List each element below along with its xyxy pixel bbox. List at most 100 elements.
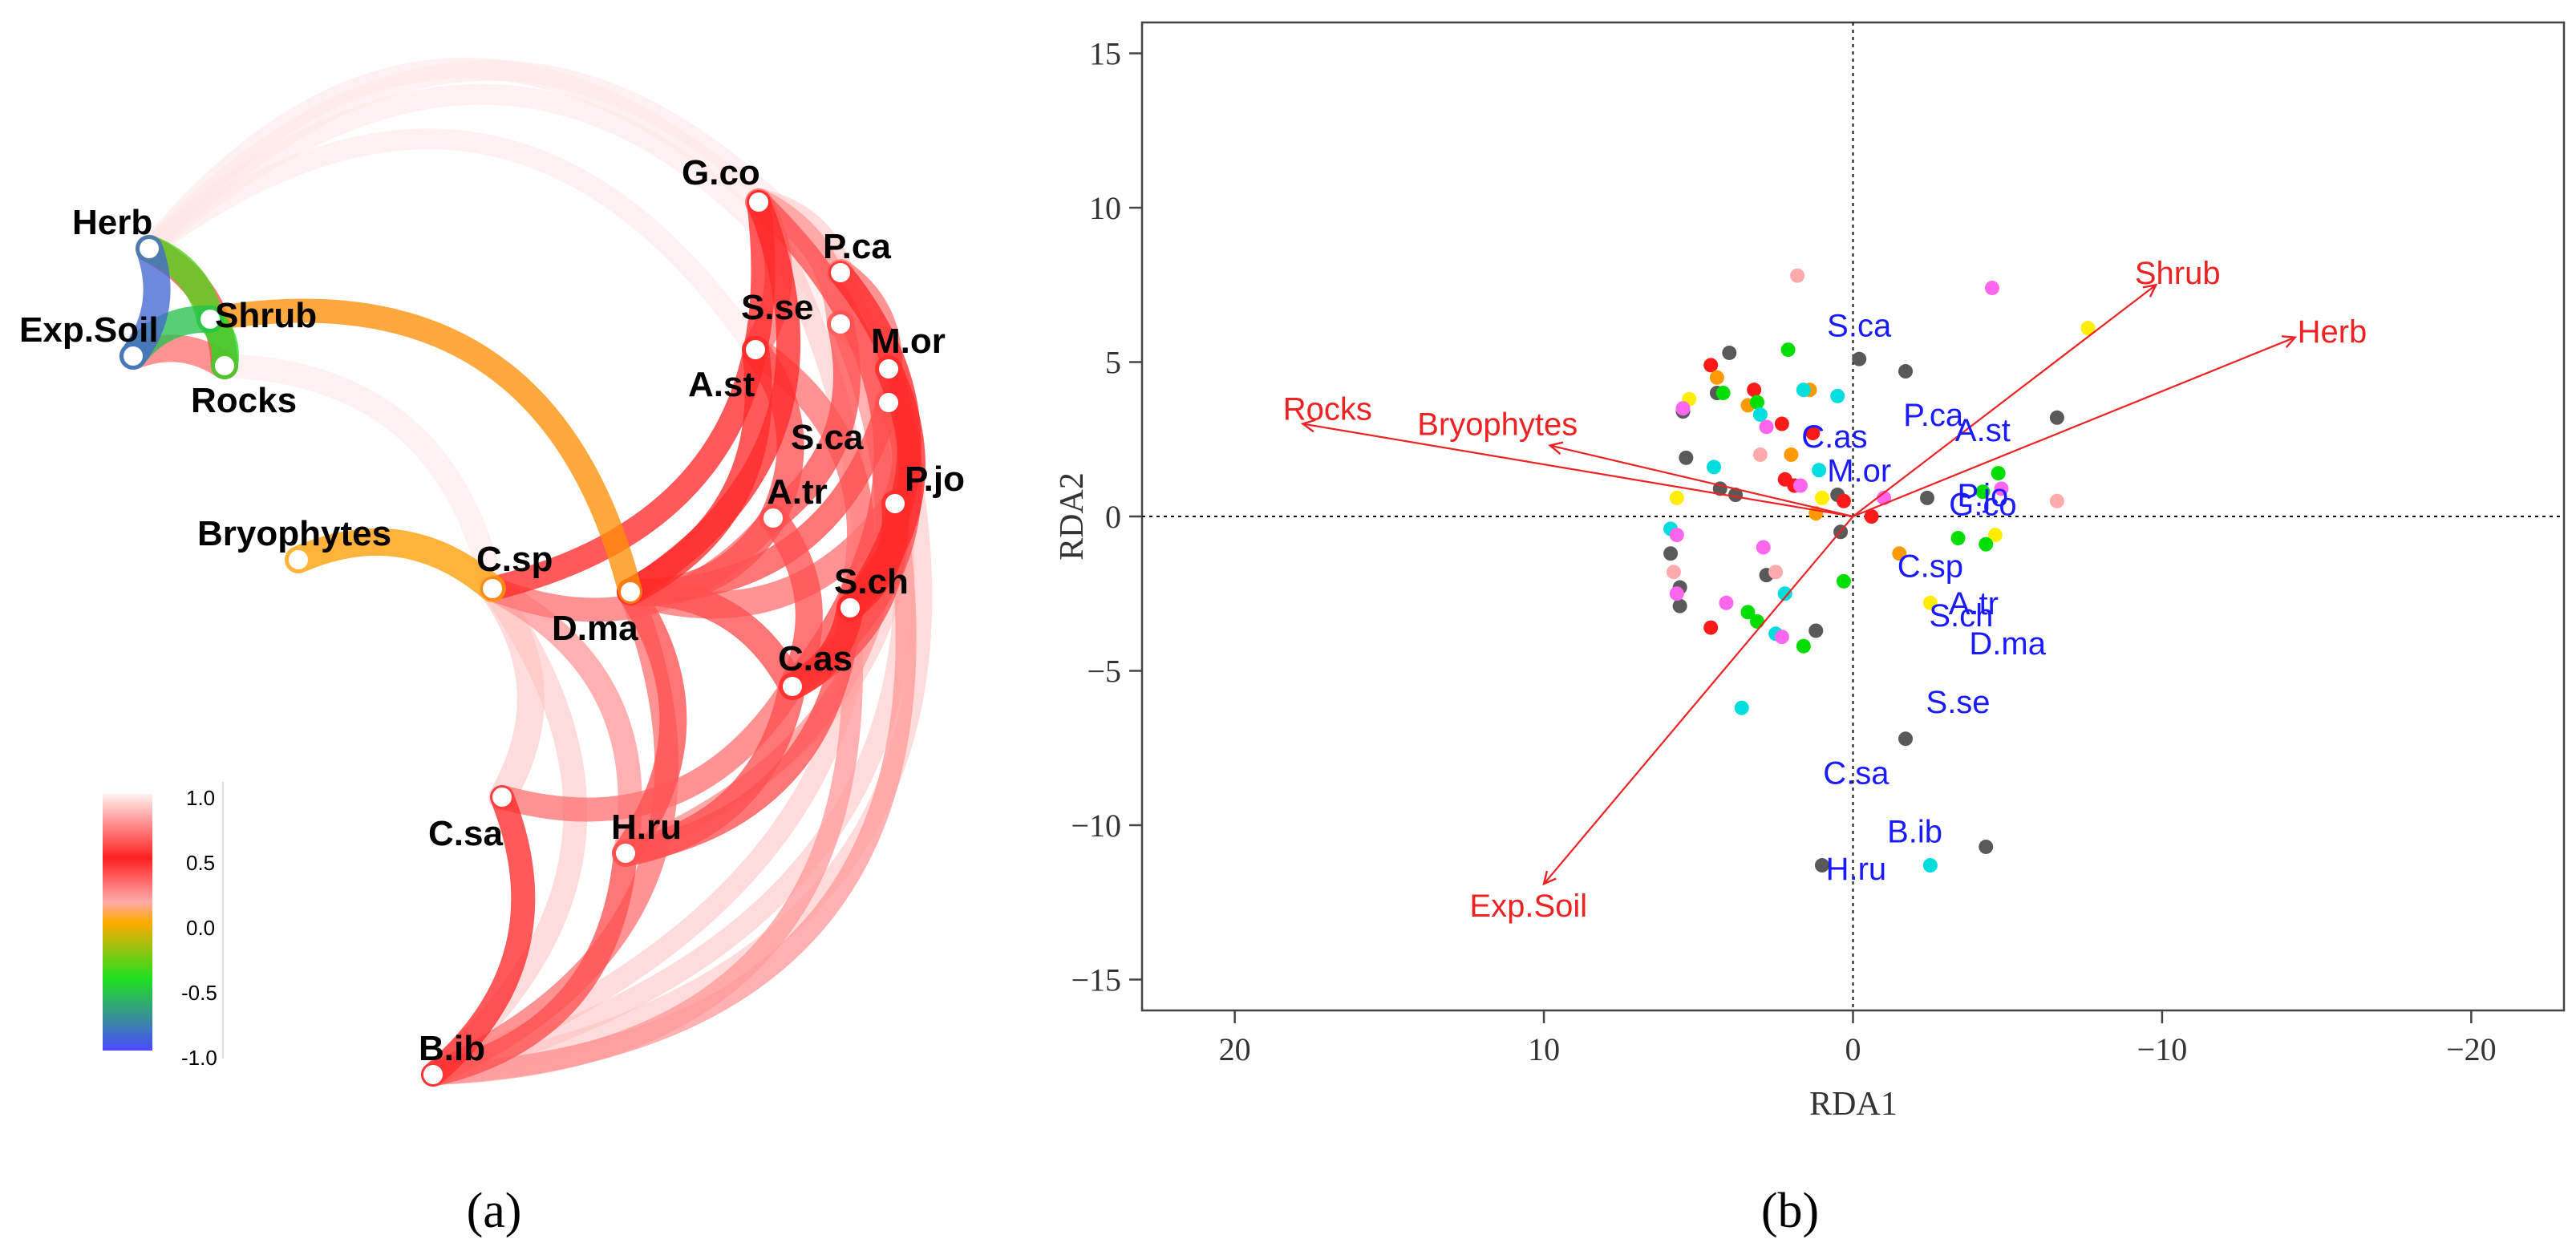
- site-point: [1774, 416, 1789, 431]
- node-label-c-as: C.as: [778, 639, 853, 678]
- site-point: [1805, 426, 1821, 441]
- arrow-label-rocks: Rocks: [1283, 391, 1372, 427]
- colorbar-tick-1: 1.0: [186, 786, 215, 810]
- species-label-m-or: M.or: [1827, 453, 1891, 488]
- node-p-jo: [885, 494, 905, 513]
- site-point: [2049, 410, 2064, 425]
- node-bryophytes: [289, 550, 308, 569]
- site-point: [1750, 395, 1765, 410]
- site-point: [1852, 351, 1867, 366]
- node-label-s-ch: S.ch: [834, 562, 909, 601]
- node-label-p-jo: P.jo: [905, 460, 965, 499]
- colorbar-tick-0: 0.0: [186, 916, 215, 940]
- site-point: [1975, 484, 1991, 500]
- arrow-label-herb: Herb: [2298, 314, 2367, 350]
- site-point: [1979, 536, 1994, 552]
- site-point: [1669, 586, 1684, 601]
- species-label-s-ca: S.ca: [1827, 308, 1892, 343]
- node-label-s-se: S.se: [741, 288, 814, 327]
- site-point: [1892, 546, 1907, 561]
- site-point: [1790, 268, 1805, 283]
- site-point: [1991, 466, 2006, 481]
- site-point: [1864, 509, 1879, 524]
- node-label-a-st: A.st: [688, 365, 755, 404]
- edge-d-ma-c-as: [617, 577, 806, 700]
- site-point: [1812, 463, 1827, 478]
- species-label-b-ib: B.ib: [1887, 815, 1942, 850]
- arrow-label-shrub: Shrub: [2135, 256, 2221, 291]
- x-tick-label: −20: [2446, 1031, 2497, 1067]
- site-point: [1675, 401, 1691, 416]
- x-tick-label: 0: [1845, 1031, 1861, 1067]
- species-labels: S.ca P.caA.st C.asM.or P.joG.co C.spA.trS.ch…: [1801, 308, 2046, 887]
- panel-a-caption: (a): [467, 1184, 522, 1238]
- species-label-h-ru: H.ru: [1826, 852, 1887, 887]
- panel-b-rda-biplot: 20 10 0 −10 −20 15 10 5 0 −5 −10 −15 Rocks Bryophyte…: [1054, 21, 2566, 1238]
- node-g-co: [749, 192, 768, 212]
- node-label-d-ma: D.ma: [552, 609, 638, 648]
- site-point: [1796, 383, 1811, 398]
- node-a-st: [746, 340, 765, 359]
- site-point: [1728, 488, 1744, 503]
- site-point: [1747, 383, 1762, 398]
- site-point: [1979, 839, 1994, 854]
- site-point: [1808, 623, 1824, 638]
- node-p-ca: [831, 263, 850, 282]
- arrow-rocks: [1302, 424, 1853, 518]
- site-point: [1836, 573, 1851, 589]
- site-point: [1768, 565, 1784, 580]
- site-point: [1707, 460, 1722, 475]
- environment-arrows: Rocks Bryophytes Shrub Herb Exp.Soil: [1283, 256, 2367, 924]
- edge-rocks-c-sp: [213, 354, 504, 601]
- arrow-bryophytes: [1550, 445, 1853, 518]
- species-label-p-jo: P.jo: [1957, 478, 2008, 513]
- node-d-ma: [621, 582, 640, 601]
- colorbar-gradient: [103, 794, 152, 1051]
- edge-s-ch-c-as: [779, 594, 864, 700]
- y-tick-label: −10: [1071, 808, 1121, 844]
- node-c-as: [783, 677, 802, 696]
- node-s-se: [831, 314, 850, 334]
- site-point: [1950, 530, 1966, 545]
- site-point: [1669, 528, 1684, 543]
- node-h-ru: [616, 844, 635, 863]
- x-tick-label: −10: [2137, 1031, 2188, 1067]
- node-label-g-co: G.co: [682, 153, 760, 192]
- site-point: [1756, 540, 1771, 555]
- edge-g-co-b-ib: [423, 192, 874, 1085]
- node-herb: [140, 239, 159, 258]
- colorbar-tick-neg0.5: -0.5: [181, 981, 217, 1005]
- arrow-label-exp-soil: Exp.Soil: [1469, 889, 1587, 924]
- site-point: [2049, 493, 2064, 508]
- species-label-s-ch: S.ch: [1929, 598, 1993, 634]
- edge-herb-exp-soil: [119, 235, 171, 370]
- arrow-herb: [1853, 338, 2295, 518]
- node-label-h-ru: H.ru: [611, 808, 682, 847]
- node-label-bryophytes: Bryophytes: [197, 514, 391, 553]
- node-label-m-or: M.or: [871, 322, 946, 361]
- site-point: [1836, 493, 1851, 508]
- edge-c-as-h-ru: [612, 673, 806, 867]
- site-point: [1669, 490, 1684, 505]
- site-point: [1715, 386, 1731, 400]
- node-a-tr: [763, 508, 783, 528]
- arrow-exp-soil: [1544, 516, 1854, 884]
- site-point: [1672, 598, 1687, 613]
- edge-herb-s-se: [139, 83, 851, 334]
- node-label-a-tr: A.tr: [767, 472, 828, 512]
- x-tick-label: 20: [1219, 1031, 1251, 1067]
- network-nodes: Herb Exp.Soil Shrub Rocks Bryophytes G.co P.ca…: [19, 153, 965, 1084]
- species-label-g-co: G.co: [1949, 488, 2016, 523]
- site-point: [1734, 700, 1749, 715]
- site-point: [1703, 358, 1719, 373]
- edge-shrub-d-ma: [198, 298, 642, 604]
- site-point: [2080, 321, 2096, 336]
- site-point: [1777, 586, 1792, 601]
- site-point: [1814, 490, 1829, 505]
- site-point: [1679, 450, 1694, 465]
- site-point: [1922, 858, 1938, 873]
- site-point: [1759, 419, 1774, 435]
- colorbar-tick-0.5: 0.5: [186, 851, 215, 875]
- site-point: [1898, 731, 1914, 747]
